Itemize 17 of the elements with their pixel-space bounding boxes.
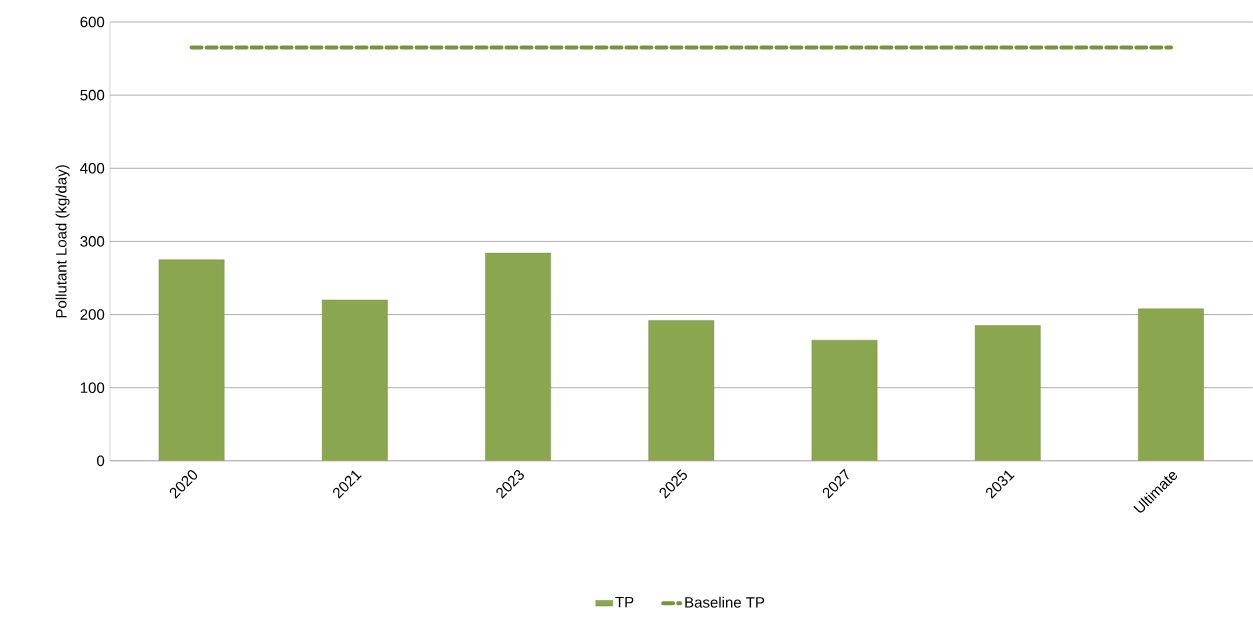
- bar: [811, 340, 878, 461]
- y-tick-label: 500: [80, 89, 105, 101]
- bar: [974, 325, 1041, 461]
- y-tick-label: 600: [80, 16, 105, 28]
- bar: [485, 253, 551, 461]
- bar: [158, 259, 225, 461]
- bar: [1138, 308, 1204, 461]
- y-tick-label: 100: [80, 382, 105, 394]
- y-tick-label: 400: [80, 163, 105, 174]
- y-tick-label: 200: [80, 309, 105, 320]
- y-tick-label: 0: [97, 455, 105, 467]
- y-tick-label: 300: [80, 236, 105, 247]
- bar: [648, 320, 715, 461]
- legend-label: Baseline TP: [685, 596, 765, 608]
- legend-label: TP: [615, 597, 634, 608]
- bar: [321, 299, 388, 461]
- y-axis-title: Pollutant Load (kg/day): [55, 165, 70, 318]
